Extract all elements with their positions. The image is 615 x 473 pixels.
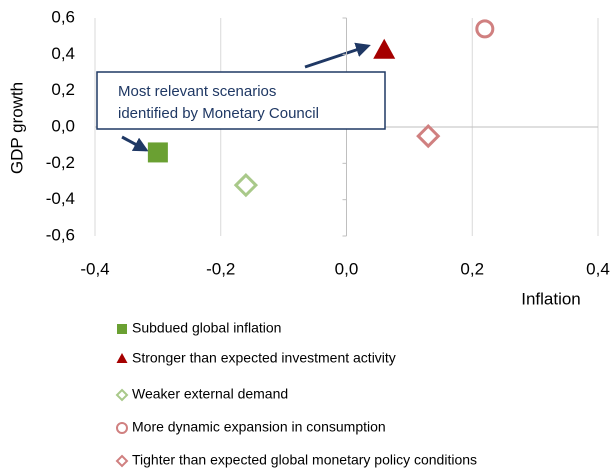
x-tick-label: 0,0: [335, 259, 359, 278]
y-tick-label: -0,4: [46, 189, 75, 208]
arrow: [121, 135, 149, 152]
x-tick-label: -0,4: [80, 259, 109, 278]
legend-label: Weaker external demand: [132, 386, 288, 402]
legend-label: Tighter than expected global monetary po…: [132, 452, 477, 468]
legend-marker: [116, 422, 128, 434]
annotation-box: [96, 71, 386, 130]
point: [233, 173, 259, 198]
x-tick-label: 0,4: [586, 259, 610, 278]
legend-marker: [115, 454, 129, 468]
y-tick-label: 0,6: [51, 7, 75, 26]
x-tick-label: -0,2: [206, 259, 235, 278]
y-tick-label: 0,0: [51, 116, 75, 135]
y-tick-label: -0,6: [46, 225, 75, 244]
point: [147, 142, 168, 163]
x-axis-label: Inflation: [521, 289, 581, 308]
point: [475, 19, 495, 39]
legend-marker: [115, 388, 129, 402]
arrow: [304, 42, 371, 69]
y-tick-label: 0,4: [51, 44, 75, 63]
point: [373, 38, 396, 59]
point: [416, 123, 441, 149]
x-tick-label: 0,2: [460, 259, 484, 278]
annotation-text: Most relevant scenarios: [118, 83, 276, 100]
legend-label: Subdued global inflation: [132, 320, 281, 336]
y-tick-label: -0,2: [46, 153, 75, 172]
legend-marker: [116, 353, 128, 363]
annotation-text: identified by Monetary Council: [118, 105, 319, 122]
legend-label: Stronger than expected investment activi…: [132, 350, 396, 366]
y-axis-label: GDP growth: [7, 82, 26, 174]
legend-marker: [117, 324, 127, 334]
legend-label: More dynamic expansion in consumption: [132, 419, 386, 435]
y-tick-label: 0,2: [51, 80, 75, 99]
